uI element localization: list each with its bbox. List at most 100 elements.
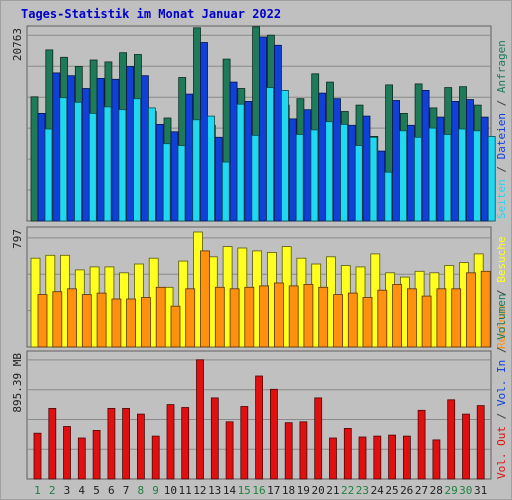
legend-text: Seiten / Dateien / Anfragen [495,40,508,219]
x-tick-label-day-20: 20 [311,484,324,497]
bar-seiten-day-27 [428,127,437,222]
x-tick-label-day-26: 26 [400,484,413,497]
bar-seiten-day-14 [236,103,245,222]
x-tick-label-day-3: 3 [64,484,71,497]
bar-dateien-day-26 [406,124,415,222]
legend-item-seiten: Seiten [495,179,508,219]
bar-seiten-day-7 [133,98,142,222]
legend-text: Rechner / Besuche [495,236,508,349]
right-legend-top: Seiten / Dateien / Anfragen [495,40,508,219]
bar-volumen-day-31 [476,405,485,480]
bar-dateien-day-28 [436,116,445,222]
bar-rechner-day-26 [406,288,417,348]
bar-dateien-day-24 [377,150,386,222]
bar-seiten-day-12 [207,115,215,222]
legend-separator: / [495,340,508,360]
bar-seiten-day-13 [221,161,230,222]
right-legend-bottom: Vol. Out / Vol. In / Volumen [495,294,508,479]
x-tick-label-day-15: 15 [238,484,251,497]
bar-dateien-day-5 [96,78,105,222]
x-tick-label-day-8: 8 [137,484,144,497]
bar-dateien-day-23 [362,115,371,222]
legend-item-volout: Vol. Out [495,426,508,479]
bar-rechner-day-22 [347,292,358,348]
legend-separator: / [495,406,508,426]
panel-bottom: 895.39 MB [11,350,492,480]
y-axis-max-label-bottom: 895.39 MB [11,353,24,413]
bar-volumen-day-27 [417,409,426,480]
x-tick-label-day-24: 24 [371,484,385,497]
x-tick-label-day-2: 2 [49,484,56,497]
bar-volumen-day-28 [432,439,441,480]
bar-volumen-day-17 [269,388,278,480]
x-tick-label-day-18: 18 [282,484,295,497]
bar-rechner-day-18 [288,285,299,348]
x-tick-label-day-27: 27 [415,484,428,497]
x-tick-label-day-28: 28 [430,484,443,497]
bar-seiten-day-25 [399,130,408,222]
bar-rechner-day-17 [273,282,284,348]
bar-dateien-day-18 [288,118,297,222]
x-tick-label-day-10: 10 [164,484,177,497]
y-axis-max-label-top: 20763 [11,28,24,61]
bar-rechner-day-3 [67,288,77,348]
bar-seiten-day-22 [354,145,363,222]
bar-rechner-day-14 [229,288,240,348]
bar-seiten-day-30 [473,130,481,222]
x-tick-label-day-14: 14 [223,484,237,497]
panel-middle: 797 [11,226,492,348]
bar-rechner-day-7 [126,298,136,348]
bar-seiten-day-2 [59,97,68,222]
chart-title: Tages-Statistik im Monat Januar 2022 [21,7,282,21]
bar-rechner-day-24 [377,289,388,348]
bar-rechner-day-27 [421,295,432,348]
bar-volumen-day-5 [92,429,101,480]
bar-volumen-day-15 [240,406,249,480]
bar-rechner-day-19 [303,283,314,348]
bar-volumen-day-23 [358,436,367,480]
bar-seiten-day-23 [369,136,378,222]
x-tick-label-day-30: 30 [459,484,472,497]
x-tick-label-day-25: 25 [385,484,398,497]
x-tick-label-day-11: 11 [178,484,191,497]
bar-volumen-day-18 [284,422,293,480]
bar-dateien-day-9 [155,124,164,222]
x-tick-label-day-31: 31 [474,484,487,497]
bar-rechner-day-23 [362,297,373,348]
bar-dateien-day-20 [318,92,327,222]
bar-dateien-day-11 [185,93,194,222]
bar-seiten-day-16 [266,87,275,222]
bar-rechner-day-2 [52,291,63,348]
panel-top: 20763 [11,25,496,222]
bar-volumen-day-25 [388,434,397,480]
bar-rechner-day-8 [140,297,151,348]
x-tick-label-day-9: 9 [152,484,159,497]
bar-seiten-day-5 [103,106,112,222]
bar-dateien-day-17 [273,44,282,222]
bar-rechner-day-6 [111,298,122,348]
bar-rechner-day-30 [466,272,476,348]
bar-dateien-day-22 [347,124,356,222]
x-tick-label-day-29: 29 [444,484,457,497]
bar-dateien-day-13 [214,136,223,222]
bar-volumen-day-12 [196,359,204,480]
bar-dateien-day-10 [170,131,179,222]
bar-dateien-day-30 [466,99,474,222]
bar-volumen-day-1 [33,432,42,480]
bar-dateien-day-21 [333,98,341,222]
bar-dateien-day-3 [67,75,75,222]
bar-volumen-day-29 [447,399,456,480]
bar-rechner-day-1 [37,294,48,348]
bar-volumen-day-3 [63,426,71,480]
x-tick-label-day-6: 6 [108,484,115,497]
bar-dateien-day-31 [480,116,489,222]
bar-seiten-day-24 [384,171,393,222]
bar-seiten-day-8 [147,107,156,222]
bar-rechner-day-9 [155,286,166,348]
legend-separator: / [495,159,508,179]
x-tick-label-day-17: 17 [267,484,280,497]
legend-item-dateien: Dateien [495,113,508,159]
bar-volumen-day-30 [462,413,470,480]
bar-volumen-day-21 [329,437,337,480]
